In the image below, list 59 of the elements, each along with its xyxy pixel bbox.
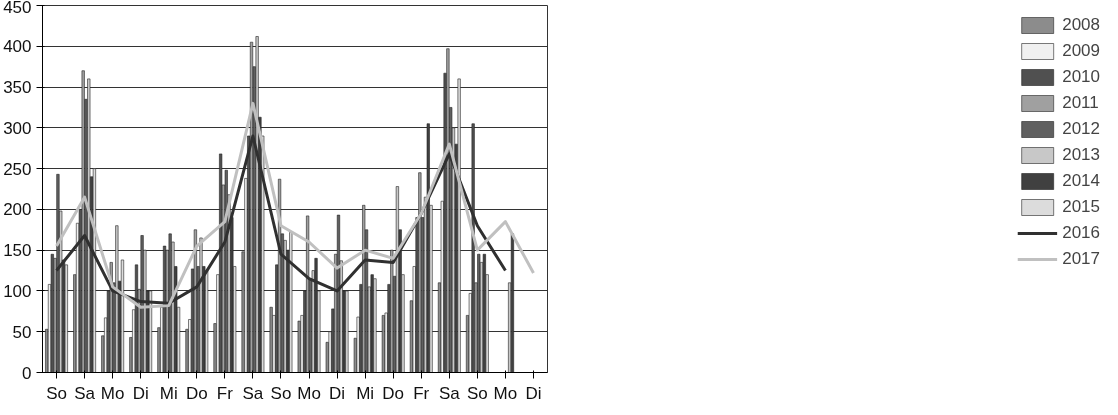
bar <box>289 231 293 373</box>
bar <box>418 172 422 373</box>
y-tick-label: 150 <box>3 241 32 261</box>
legend-label: 2009 <box>1062 41 1100 61</box>
y-tick-label: 450 <box>3 0 32 17</box>
legend-label: 2017 <box>1062 249 1100 269</box>
x-tick-label: Do <box>382 383 405 403</box>
x-tick-label: So <box>46 383 67 403</box>
x-tick-label: Sa <box>438 383 461 403</box>
bar <box>50 253 54 373</box>
y-tick-label: 350 <box>3 78 32 98</box>
bar <box>370 274 374 373</box>
x-tick-label: Di <box>525 383 542 403</box>
legend-label: 2011 <box>1062 93 1099 113</box>
y-tick-label: 300 <box>3 118 32 138</box>
bar <box>471 123 475 373</box>
y-tick-label: 100 <box>3 281 32 301</box>
legend-label: 2015 <box>1062 197 1100 217</box>
bar <box>205 270 209 373</box>
bar <box>446 48 450 373</box>
bar <box>56 174 60 373</box>
y-tick-label: 50 <box>12 322 32 342</box>
bar <box>168 233 172 373</box>
legend-label: 2016 <box>1062 223 1100 243</box>
x-tick-label: Mo <box>100 383 125 403</box>
bar <box>306 215 310 373</box>
bar <box>314 258 318 373</box>
x-tick-label: Mi <box>159 383 178 403</box>
y-tick-label: 200 <box>3 200 32 220</box>
x-tick-label: So <box>270 383 292 403</box>
x-tick-label: Fr <box>216 383 234 403</box>
x-tick-label: Sa <box>74 383 96 403</box>
x-tick-label: Do <box>185 383 208 403</box>
x-tick-label: Mi <box>356 383 375 403</box>
x-tick-label: So <box>466 383 488 403</box>
x-tick-label: Sa <box>242 383 264 403</box>
x-tick-label: Mo <box>297 383 321 403</box>
legend-label: 2012 <box>1062 119 1100 139</box>
y-tick-label: 400 <box>3 37 32 57</box>
x-tick-label: Di <box>329 383 346 403</box>
y-tick-label: 0 <box>22 363 32 383</box>
bar <box>193 229 197 373</box>
x-tick-label: Di <box>132 383 149 403</box>
x-tick-label: Mo <box>493 383 518 403</box>
bar <box>81 70 85 373</box>
bar <box>362 205 366 373</box>
legend-label: 2014 <box>1062 171 1100 191</box>
bar <box>373 278 377 373</box>
bar <box>269 306 273 373</box>
legend-label: 2008 <box>1062 15 1100 35</box>
legend-label: 2010 <box>1062 67 1100 87</box>
bar <box>426 123 430 373</box>
y-tick-label: 250 <box>3 159 32 179</box>
bar <box>120 259 125 373</box>
legend-label: 2013 <box>1062 145 1100 165</box>
bar <box>140 235 144 373</box>
bar <box>457 78 461 373</box>
x-tick-label: Fr <box>413 383 430 403</box>
bar <box>510 233 514 373</box>
